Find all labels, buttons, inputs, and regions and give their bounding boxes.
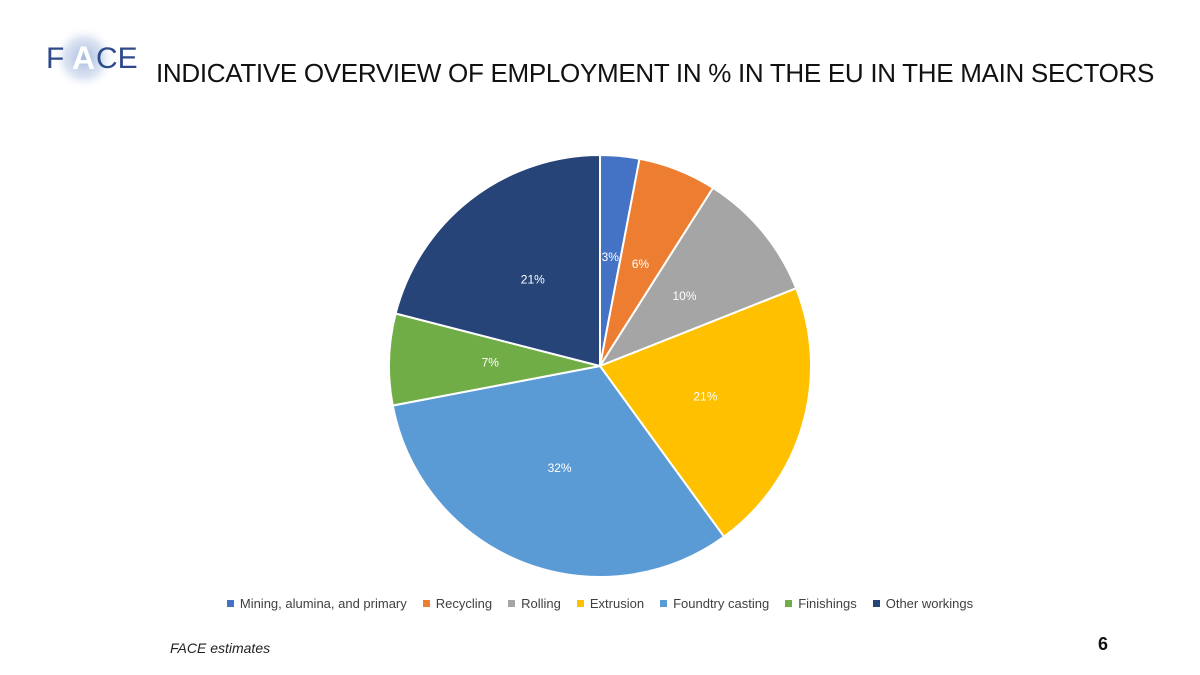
legend-label: Other workings: [885, 596, 974, 611]
legend-item-7: Other workings: [872, 596, 974, 611]
pie-slice-3: [597, 186, 798, 369]
page-title: INDICATIVE OVERVIEW OF EMPLOYMENT IN % I…: [155, 58, 1155, 88]
pie-data-label-7: 21%: [521, 272, 545, 286]
pie-data-label-2: 6%: [632, 257, 650, 271]
legend-label: Mining, alumina, and primary: [239, 596, 407, 611]
chart-legend: Mining, alumina, and primary Recycling Rol…: [0, 596, 1200, 611]
legend-swatch: [785, 600, 793, 607]
legend-swatch: [508, 600, 516, 607]
legend-swatch: [660, 600, 668, 607]
logo-letter-a: A: [72, 40, 95, 76]
legend-swatch: [872, 600, 880, 607]
pie-slice-4: [598, 287, 812, 539]
pie-data-label-4: 21%: [693, 390, 717, 404]
pie-slice-5: [391, 364, 726, 578]
pie-slice-7: [394, 153, 601, 368]
page-number: 6: [1098, 634, 1109, 654]
pie-data-label-3: 10%: [672, 289, 696, 303]
pie-data-labels: 3% 6% 10% 21% 32% 7% 21%: [482, 250, 718, 475]
logo-letters-ce: CE: [96, 42, 138, 75]
pie-chart: 3% 6% 10% 21% 32% 7% 21%: [388, 153, 812, 578]
legend-swatch: [226, 600, 234, 607]
pie-data-label-5: 32%: [548, 461, 572, 475]
pie-data-label-6: 7%: [482, 356, 500, 370]
pie-data-label-1: 3%: [602, 250, 620, 264]
legend-item-2: Recycling: [422, 596, 493, 611]
legend-label: Finishings: [798, 596, 857, 611]
legend-item-6: Finishings: [785, 596, 857, 611]
legend-swatch: [422, 600, 430, 607]
source-note: FACE estimates: [170, 640, 271, 656]
legend-swatch: [576, 600, 584, 607]
legend-label: Foundtry casting: [673, 596, 770, 611]
legend-item-3: Rolling: [508, 596, 561, 611]
legend-label: Recycling: [435, 596, 493, 611]
pie-slices: [388, 153, 812, 578]
logo-letter-f: F: [46, 42, 64, 75]
legend-item-1: Mining, alumina, and primary: [226, 596, 407, 611]
legend-item-5: Foundtry casting: [660, 596, 769, 611]
legend-item-4: Extrusion: [576, 596, 645, 611]
face-logo: F A CE: [46, 26, 138, 90]
legend-label: Rolling: [521, 596, 561, 611]
legend-label: Extrusion: [589, 596, 645, 611]
